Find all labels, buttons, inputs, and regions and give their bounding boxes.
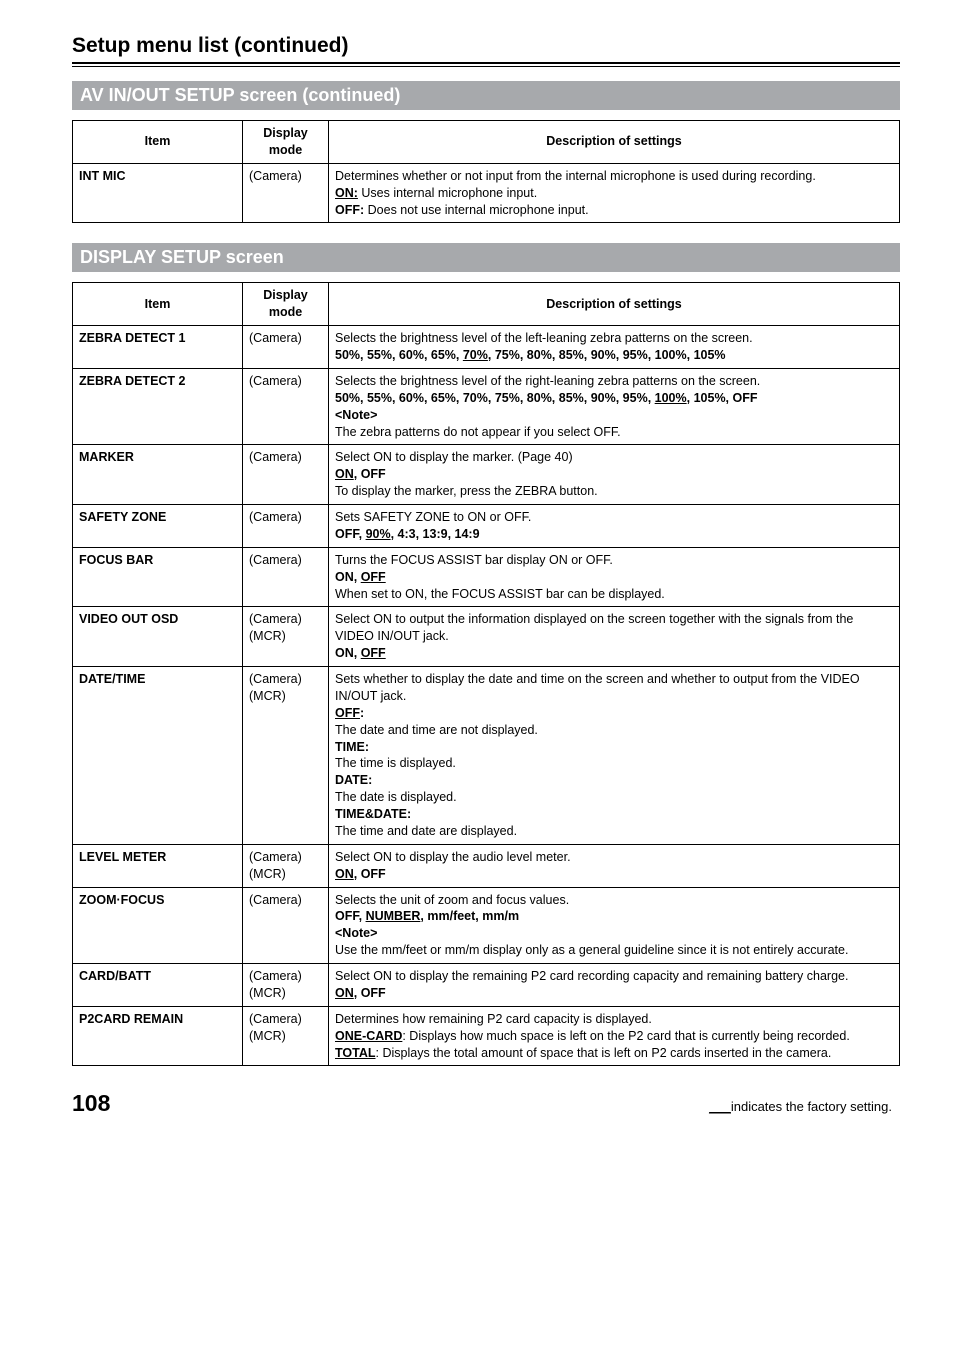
table-row: INT MIC (Camera) Determines whether or n… [73,163,900,223]
section-header-display: DISPLAY SETUP screen [72,243,900,272]
cell-mode: (Camera)(MCR) [243,667,329,845]
cell-item: ZEBRA DETECT 1 [73,326,243,369]
table-row: FOCUS BAR (Camera) Turns the FOCUS ASSIS… [73,547,900,607]
th-mode: Display mode [243,121,329,164]
cell-mode: (Camera)(MCR) [243,964,329,1007]
page-title: Setup menu list (continued) [72,34,349,57]
cell-desc: Sets whether to display the date and tim… [329,667,900,845]
cell-desc: Select ON to display the remaining P2 ca… [329,964,900,1007]
section-header-av: AV IN/OUT SETUP screen (continued) [72,81,900,110]
cell-desc: Selects the brightness level of the left… [329,326,900,369]
cell-mode: (Camera) [243,445,329,505]
th-item: Item [73,121,243,164]
table-row: DATE/TIME (Camera)(MCR) Sets whether to … [73,667,900,845]
cell-mode: (Camera) [243,887,329,964]
cell-mode: (Camera)(MCR) [243,844,329,887]
cell-item: ZEBRA DETECT 2 [73,368,243,445]
cell-mode: (Camera)(MCR) [243,607,329,667]
table-row: ZEBRA DETECT 2 (Camera) Selects the brig… [73,368,900,445]
cell-desc: Select ON to display the audio level met… [329,844,900,887]
cell-item: MARKER [73,445,243,505]
factory-note: ___indicates the factory setting. [709,1099,892,1114]
cell-desc: Select ON to output the information disp… [329,607,900,667]
cell-desc: Determines how remaining P2 card capacit… [329,1006,900,1066]
cell-desc: Select ON to display the marker. (Page 4… [329,445,900,505]
cell-mode: (Camera)(MCR) [243,1006,329,1066]
table-row: LEVEL METER (Camera)(MCR) Select ON to d… [73,844,900,887]
table-row: VIDEO OUT OSD (Camera)(MCR) Select ON to… [73,607,900,667]
page-number: 108 [72,1090,110,1117]
table-av: Item Display mode Description of setting… [72,120,900,223]
cell-item: LEVEL METER [73,844,243,887]
cell-desc: Sets SAFETY ZONE to ON or OFF. OFF, 90%,… [329,505,900,548]
cell-mode: (Camera) [243,163,329,223]
table-row: SAFETY ZONE (Camera) Sets SAFETY ZONE to… [73,505,900,548]
cell-item: DATE/TIME [73,667,243,845]
cell-item: SAFETY ZONE [73,505,243,548]
table-row: CARD/BATT (Camera)(MCR) Select ON to dis… [73,964,900,1007]
cell-desc: Determines whether or not input from the… [329,163,900,223]
cell-mode: (Camera) [243,368,329,445]
table-row: ZOOM·FOCUS (Camera) Selects the unit of … [73,887,900,964]
cell-mode: (Camera) [243,547,329,607]
cell-mode: (Camera) [243,505,329,548]
table-row: MARKER (Camera) Select ON to display the… [73,445,900,505]
cell-item: VIDEO OUT OSD [73,607,243,667]
page-footer: 108 ___indicates the factory setting. [72,1090,900,1117]
cell-desc: Selects the brightness level of the righ… [329,368,900,445]
th-mode: Display mode [243,283,329,326]
th-desc: Description of settings [329,283,900,326]
cell-item: ZOOM·FOCUS [73,887,243,964]
cell-item: FOCUS BAR [73,547,243,607]
table-row: P2CARD REMAIN (Camera)(MCR) Determines h… [73,1006,900,1066]
th-desc: Description of settings [329,121,900,164]
cell-desc: Turns the FOCUS ASSIST bar display ON or… [329,547,900,607]
cell-desc: Selects the unit of zoom and focus value… [329,887,900,964]
cell-item: INT MIC [73,163,243,223]
table-display: Item Display mode Description of setting… [72,282,900,1066]
cell-item: CARD/BATT [73,964,243,1007]
cell-item: P2CARD REMAIN [73,1006,243,1066]
table-row: ZEBRA DETECT 1 (Camera) Selects the brig… [73,326,900,369]
cell-mode: (Camera) [243,326,329,369]
th-item: Item [73,283,243,326]
